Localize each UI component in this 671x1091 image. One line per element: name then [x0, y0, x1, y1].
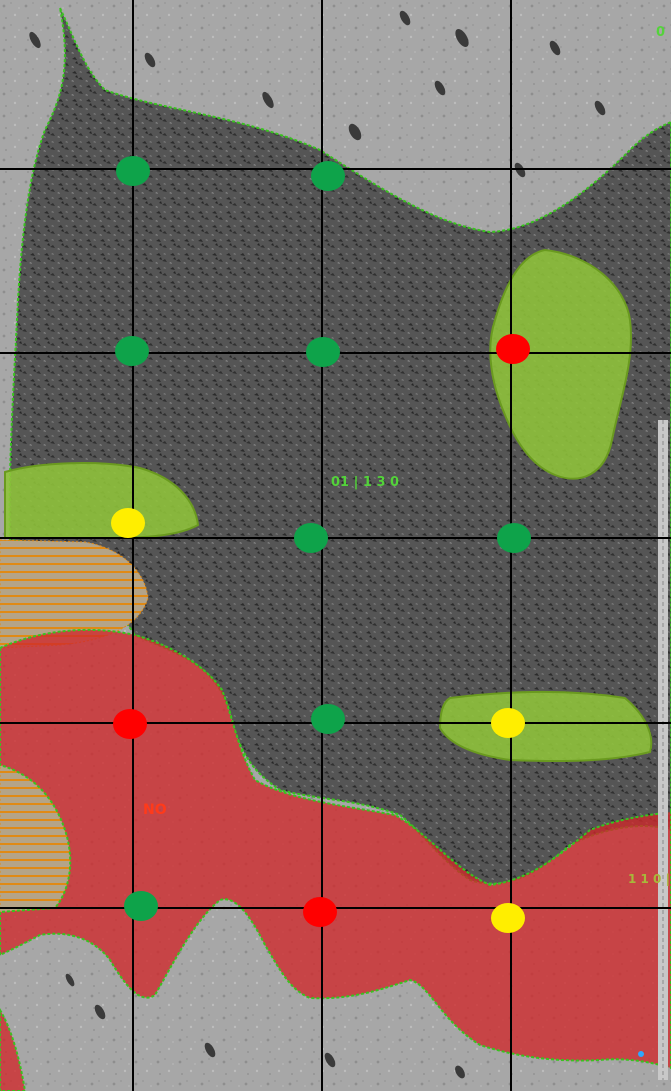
red-point-marker[interactable] [303, 897, 337, 927]
forest-stand-area [8, 7, 671, 885]
green-point-marker[interactable] [311, 161, 345, 191]
green-point-marker[interactable] [311, 704, 345, 734]
sample-points [111, 156, 531, 933]
green-point-marker[interactable] [116, 156, 150, 186]
hatched-patch-lower [0, 764, 71, 913]
green-point-marker[interactable] [115, 336, 149, 366]
red-zone-area [0, 628, 671, 1070]
red-point-marker[interactable] [496, 334, 530, 364]
yellow-point-marker[interactable] [111, 508, 145, 538]
hatched-patch-upper [0, 539, 149, 649]
location-dot [638, 1051, 644, 1057]
stand-id-label: 01 | 1 3 0 [331, 475, 399, 490]
red-zone-label: NO [143, 802, 167, 818]
green-zone-right-lower [438, 690, 653, 763]
green-zone-left [4, 462, 200, 539]
corner-label: 0 [656, 25, 665, 40]
green-point-marker[interactable] [294, 523, 328, 553]
edge-stand-label: 1 1 0 | [628, 872, 670, 886]
red-point-marker[interactable] [113, 709, 147, 739]
yellow-point-marker[interactable] [491, 903, 525, 933]
green-point-marker[interactable] [124, 891, 158, 921]
yellow-point-marker[interactable] [491, 708, 525, 738]
green-zone-right-upper [489, 248, 632, 480]
green-point-marker[interactable] [306, 337, 340, 367]
green-point-marker[interactable] [497, 523, 531, 553]
